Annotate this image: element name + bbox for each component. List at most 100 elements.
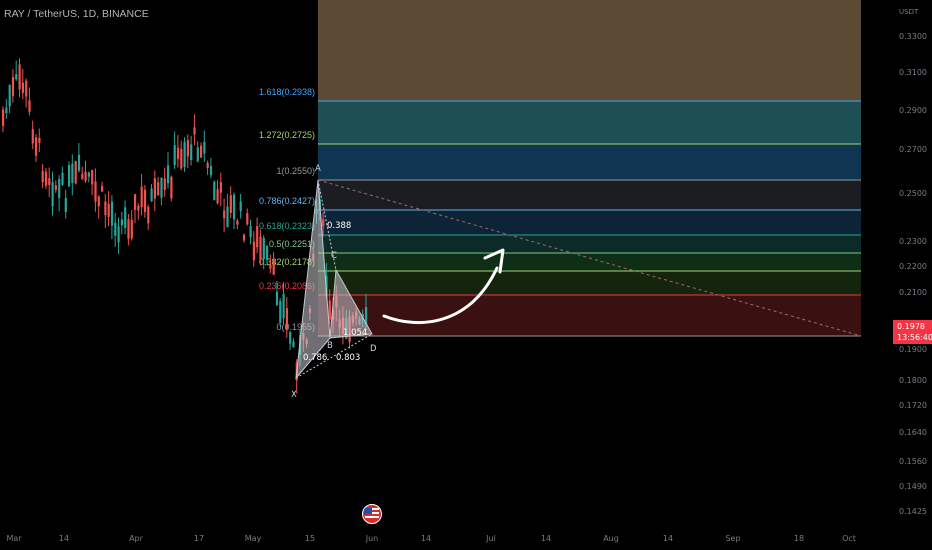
price-tick-label: 0.2900 [899,106,927,115]
price-axis[interactable]: 0.3300 0.3100 0.2900 0.2700 0.2500 0.2300 0.22… [899,32,927,516]
point-a-label: A [315,164,321,174]
time-tick-label: Oct [842,534,856,543]
time-tick-label: 18 [794,534,804,543]
candle-body [84,171,87,181]
time-tick-label: 14 [421,534,431,543]
time-tick-label: 14 [59,534,69,543]
candle-body [124,207,127,228]
candle-body [51,181,54,207]
candle-body [285,308,288,330]
point-b-label: B [327,341,333,351]
candle-body [262,237,265,260]
time-tick-label: Aug [603,534,619,543]
candle-body [269,264,272,269]
fib-label: 1.618(0.2938) [259,87,315,97]
time-tick-label: Jul [485,534,496,543]
candle-body [58,178,61,199]
candle-body [35,137,38,156]
candle-body [200,145,203,158]
price-tick-label: 0.2100 [899,288,927,297]
price-tick-label: 0.1720 [899,401,927,410]
current-price-badge: 0.1978 13:56:40 [893,320,932,344]
point-c-label: C [331,251,337,261]
fib-zone-0618 [318,235,861,253]
ratio-bd: 0.803 [336,353,360,363]
fib-zone-0236 [318,295,861,336]
candle-body [256,226,259,248]
fib-label: 0.618(0.2323) [259,221,315,231]
price-tick-label: 0.3300 [899,32,927,41]
candle-body [117,226,120,243]
candle-body [239,201,242,212]
candle-body [180,148,183,169]
bar-countdown: 13:56:40 [897,333,932,342]
candle-body [21,82,24,93]
ratio-xb: 0.786 [303,353,327,363]
harmonic-pattern [295,179,373,380]
candle-body [41,170,44,183]
candle-body [147,206,150,224]
candle-body [216,189,219,204]
candle-body [15,74,18,80]
candle-body [186,140,189,157]
us-flag-icon[interactable] [362,504,382,524]
candle-body [183,141,186,168]
candle-body [236,220,239,225]
time-axis[interactable]: Mar 14 Apr 17 May 15 Jun 14 Jul 14 Aug 14 Sep 18 Oct [6,534,855,543]
candle-body [289,332,292,344]
candle-body [94,181,97,202]
price-tick-label: 0.1490 [899,482,927,491]
fib-zone-1618 [318,101,861,144]
candle-body [61,172,64,185]
fib-zone-1 [318,180,861,210]
time-tick-label: Jun [365,534,379,543]
candle-body [229,195,232,213]
fib-labels: 1.618(0.2938) 1.272(0.2725) 1(0.2550) 0.… [259,87,315,332]
curved-arrow-icon [382,248,505,325]
time-tick-label: Apr [129,534,144,543]
fib-zone-top [318,0,861,101]
time-tick-label: 17 [194,534,204,543]
candle-body [157,182,160,196]
candle-body [2,109,5,126]
candle-body [233,194,236,220]
ratio-ac: 0.388 [327,221,351,231]
candle-body [292,341,295,348]
fib-zone-0382 [318,271,861,295]
price-tick-label: 0.1425 [899,507,927,516]
candle-body [91,169,94,185]
candle-body [328,300,331,320]
candle-body [87,172,90,177]
candle-body [266,246,269,261]
candle-body [5,107,8,114]
candle-body [209,165,213,176]
candle-body [48,178,51,186]
candle-body [322,219,325,227]
point-d-label: D [370,344,377,354]
candle-body [104,201,107,216]
candle-body [25,80,28,97]
fib-label: 0.786(0.2427) [259,196,315,206]
candle-body [54,185,57,190]
price-tick-label: 0.1560 [899,457,927,466]
candle-body [120,219,123,226]
price-tick-label: 0.1640 [899,428,927,437]
candle-body [140,186,143,207]
symbol-title[interactable]: RAY / TetherUS, 1D, BINANCE [4,8,149,20]
time-tick-label: 14 [663,534,673,543]
time-tick-label: Mar [6,534,22,543]
candle-body [242,234,246,241]
candle-body [282,294,285,319]
candle-body [259,236,262,260]
candle-body [18,64,21,90]
price-tick-label: 0.2200 [899,262,927,271]
candle-body [101,185,104,192]
candle-body [8,85,11,107]
candle-body [68,165,71,187]
candle-body [153,178,156,199]
price-tick-label: 0.2500 [899,189,927,198]
price-tick-label: 0.1800 [899,376,927,385]
ratio-xd: 1.054 [343,328,367,338]
candle-body [127,219,130,240]
